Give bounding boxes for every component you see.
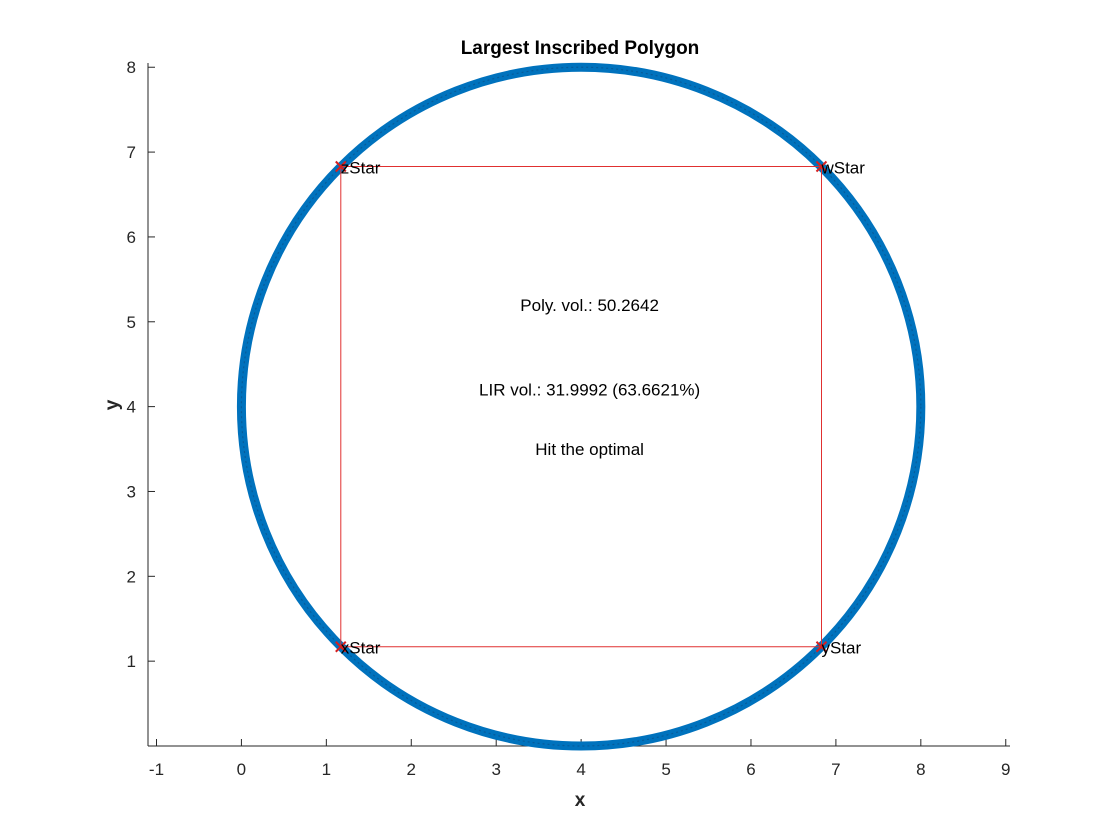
vertex-label-wstar: wStar	[820, 159, 865, 178]
plot-area: -1 0 1 2 3 4 5 6 7 8 9 1 2 3 4 5 6 7 8 xStar yStar wStar zStar…	[127, 58, 1011, 779]
annotation-2: Hit the optimal	[535, 440, 644, 459]
y-tick-label: 2	[127, 567, 136, 586]
vertex-marker-wstar	[815, 160, 828, 173]
x-tick-label: 5	[661, 760, 670, 779]
x-tick-label: 7	[831, 760, 840, 779]
y-tick-label: 3	[127, 482, 136, 501]
y-axis-label: y	[102, 399, 123, 410]
annotation-0: Poly. vol.: 50.2642	[520, 296, 659, 315]
x-tick-label: 8	[916, 760, 925, 779]
vertex-label-xstar: xStar	[341, 639, 381, 658]
chart-title: Largest Inscribed Polygon	[461, 38, 700, 59]
y-tick-label: 6	[127, 228, 136, 247]
vertex-label-ystar: yStar	[821, 639, 861, 658]
x-tick-label: 4	[576, 760, 585, 779]
x-tick-label: 3	[491, 760, 500, 779]
x-tick-label: 9	[1001, 760, 1010, 779]
x-tick-label: 1	[322, 760, 331, 779]
y-tick-label: 4	[127, 398, 136, 417]
vertex-marker-zstar	[335, 160, 347, 173]
x-axis-label: x	[575, 790, 586, 811]
x-tick-label: 2	[407, 760, 416, 779]
vertex-label-zstar: zStar	[341, 159, 381, 178]
inscribed-rectangle	[340, 166, 822, 648]
vertex-marker-xstar	[335, 641, 347, 653]
x-tick-label: 6	[746, 760, 755, 779]
x-tick-label: -1	[149, 760, 164, 779]
circle-marker-texture	[240, 66, 922, 747]
y-tick-label: 1	[127, 652, 136, 671]
annotation-1: LIR vol.: 31.9992 (63.6621%)	[479, 381, 700, 400]
y-tick-label: 5	[127, 313, 136, 332]
y-tick-label: 8	[127, 58, 136, 77]
y-tick-label: 7	[127, 143, 136, 162]
vertex-marker-ystar	[815, 641, 828, 653]
x-tick-label: 0	[237, 760, 246, 779]
